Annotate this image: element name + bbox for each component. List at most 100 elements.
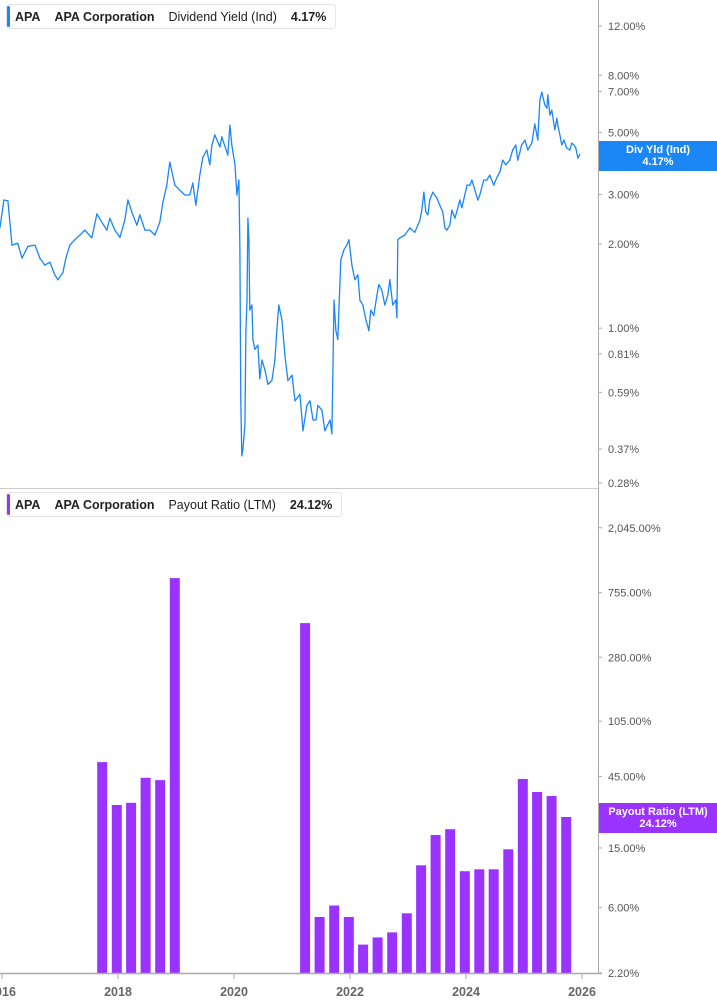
dividend-yield-point <box>444 227 446 229</box>
dividend-yield-point <box>432 191 434 193</box>
dividend-yield-point <box>549 114 551 116</box>
payout-ratio-legend[interactable]: APA APA Corporation Payout Ratio (LTM) 2… <box>6 492 343 517</box>
tag-value: 24.12% <box>639 818 677 830</box>
y-tick-label: 755.00% <box>608 588 652 600</box>
dividend-yield-point <box>219 146 221 148</box>
dividend-yield-point <box>162 202 164 204</box>
x-tick-label: 2018 <box>104 985 132 999</box>
dividend-yield-point <box>359 299 361 301</box>
dividend-yield-point <box>577 157 579 159</box>
dividend-yield-point <box>74 239 76 241</box>
dividend-yield-point <box>563 139 565 141</box>
dividend-yield-point <box>287 380 289 382</box>
dividend-yield-point <box>343 249 345 251</box>
dividend-yield-point <box>459 199 461 201</box>
legend-color-bar <box>7 6 10 27</box>
dividend-yield-point <box>238 179 240 181</box>
payout-ratio-bar <box>343 917 354 973</box>
dividend-yield-point <box>278 304 280 306</box>
dividend-yield-point <box>571 142 573 144</box>
dividend-yield-point <box>551 109 553 111</box>
dividend-yield-point <box>351 264 353 266</box>
dividend-yield-panel <box>0 91 581 457</box>
dividend-yield-point <box>79 234 81 236</box>
dividend-yield-value-tag: Div Yld (Ind) 4.17% <box>599 141 717 171</box>
dividend-yield-point <box>569 149 571 151</box>
dividend-yield-point <box>354 279 356 281</box>
dividend-yield-point <box>54 274 56 276</box>
dividend-yield-point <box>236 194 238 196</box>
dividend-yield-point <box>195 204 197 206</box>
dividend-yield-point <box>229 124 231 126</box>
payout-ratio-bar <box>517 779 528 973</box>
payout-ratio-bar <box>416 865 427 973</box>
dividend-yield-point <box>509 159 511 161</box>
dividend-yield-point <box>242 448 244 450</box>
dividend-yield-point <box>21 257 23 259</box>
dividend-yield-point <box>392 304 394 306</box>
dividend-yield-point <box>389 279 391 281</box>
dividend-yield-point <box>306 404 308 406</box>
dividend-yield-point <box>348 239 350 241</box>
dividend-yield-point <box>376 294 378 296</box>
dividend-yield-point <box>496 177 498 179</box>
dividend-yield-point <box>427 214 429 216</box>
dividend-yield-point <box>331 433 333 435</box>
legend-metric: Dividend Yield (Ind) <box>168 9 277 24</box>
payout-ratio-bar <box>401 913 412 973</box>
dividend-yield-point <box>271 380 273 382</box>
dividend-yield-point <box>252 339 254 341</box>
dividend-yield-point <box>436 197 438 199</box>
dividend-yield-point <box>221 136 223 138</box>
y-tick-label: 1.00% <box>608 323 639 335</box>
dividend-yield-point <box>442 211 444 213</box>
dividend-yield-point <box>515 144 517 146</box>
dividend-yield-point <box>7 200 9 202</box>
dividend-yield-point <box>149 229 151 231</box>
dividend-yield-point <box>302 430 304 432</box>
dividend-yield-point <box>96 213 98 215</box>
legend-value: 24.12% <box>289 497 333 512</box>
payout-ratio-bar <box>474 869 485 973</box>
dividend-yield-point <box>425 211 427 213</box>
y-tick-label: 105.00% <box>608 716 652 728</box>
dividend-yield-point <box>397 239 399 241</box>
y-tick-label: 3.00% <box>608 190 639 202</box>
dividend-yield-point <box>556 117 558 119</box>
dividend-yield-point <box>451 209 453 211</box>
dividend-yield-point <box>517 159 519 161</box>
dividend-yield-point <box>559 134 561 136</box>
dividend-yield-point <box>423 191 425 193</box>
dividend-yield-point <box>312 419 314 421</box>
dividend-yield-point <box>454 217 456 219</box>
dividend-yield-point <box>489 174 491 176</box>
dividend-yield-point <box>241 455 243 457</box>
dividend-yield-point <box>387 294 389 296</box>
dividend-yield-point <box>209 164 211 166</box>
y-tick-label: 15.00% <box>608 843 646 855</box>
y-tick-label: 8.00% <box>608 70 639 82</box>
legend-color-bar <box>7 494 10 515</box>
payout-ratio-bar <box>140 777 151 973</box>
dividend-yield-point <box>174 184 176 186</box>
dividend-yield-point <box>521 144 523 146</box>
dividend-yield-point <box>461 207 463 209</box>
dividend-yield-point <box>519 152 521 154</box>
dividend-yield-point <box>573 144 575 146</box>
dividend-yield-point <box>329 419 331 421</box>
dividend-yield-point <box>357 274 359 276</box>
dividend-yield-point <box>247 217 249 219</box>
payout-ratio-bar <box>488 869 499 973</box>
dividend-yield-point <box>409 227 411 229</box>
dividend-yield-legend[interactable]: APA APA Corporation Dividend Yield (Ind)… <box>6 4 337 29</box>
dividend-yield-point <box>315 419 317 421</box>
dividend-yield-point <box>544 104 546 106</box>
dividend-yield-point <box>340 259 342 261</box>
payout-ratio-bar <box>97 762 108 973</box>
dividend-yield-point <box>505 164 507 166</box>
x-tick-label: 2020 <box>220 985 248 999</box>
legend-metric: Payout Ratio (LTM) <box>168 497 276 512</box>
payout-ratio-bar <box>532 792 543 973</box>
dividend-yield-point <box>493 184 495 186</box>
dividend-yield-point <box>206 149 208 151</box>
